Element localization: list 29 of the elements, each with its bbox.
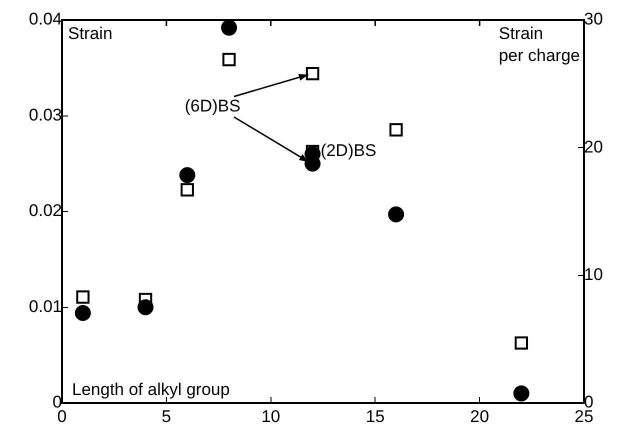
- point: [306, 66, 320, 80]
- point: [514, 336, 528, 350]
- y-tick-label: 0.02: [28, 201, 62, 220]
- x-axis-title: Length of alkyl group: [72, 380, 230, 400]
- y2-axis-title: Strain per charge: [498, 24, 580, 66]
- point: [180, 183, 194, 196]
- point: [74, 304, 91, 321]
- x-tick-label: 20: [470, 406, 490, 426]
- y2-tick-label: 20: [584, 137, 603, 156]
- point: [388, 206, 404, 222]
- x-tick-label: 5: [162, 406, 172, 426]
- x-tick-label: 10: [261, 406, 280, 426]
- point: [513, 385, 530, 402]
- annotation: (6D)BS: [184, 96, 240, 116]
- point: [76, 290, 90, 304]
- y-tick-label: 0.01: [28, 296, 62, 316]
- point: [138, 299, 154, 316]
- point: [389, 123, 403, 136]
- y-axis-title: Strain: [68, 24, 112, 44]
- y-tick-label: 0.03: [28, 105, 62, 124]
- y2-tick-label: 10: [584, 265, 603, 284]
- y2-tick-label: 30: [584, 10, 603, 29]
- y-tick-label: 0.04: [28, 10, 62, 29]
- point: [222, 52, 236, 66]
- x-tick-label: 25: [574, 406, 594, 426]
- x-tick-label: 15: [366, 406, 385, 426]
- point: [179, 167, 196, 184]
- annotation: (2D)BS: [320, 140, 376, 160]
- point: [221, 20, 238, 36]
